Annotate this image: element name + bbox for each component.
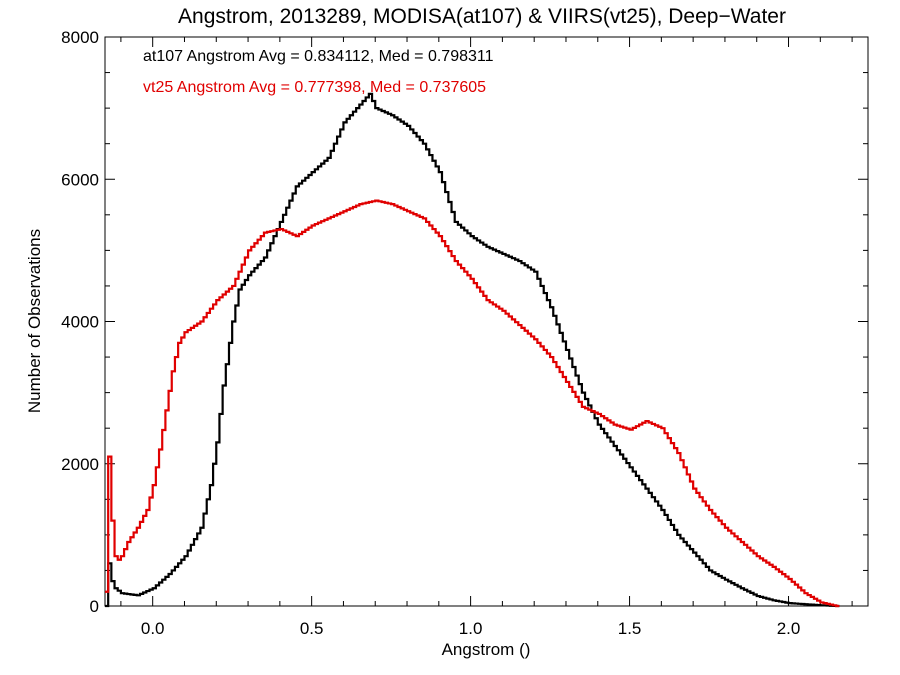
tick-labels: 0.0 0.5 1.0 1.5 2.0 0 2000 4000 6000 8000 [61, 28, 800, 638]
x-axis-label: Angstrom () [442, 640, 531, 659]
x-tick-label: 2.0 [777, 619, 801, 638]
y-tick-label: 2000 [61, 455, 99, 474]
chart-title: Angstrom, 2013289, MODISA(at107) & VIIRS… [178, 5, 786, 28]
x-tick-label: 1.5 [618, 619, 642, 638]
x-tick-label: 0.0 [141, 619, 165, 638]
y-tick-label: 0 [90, 597, 99, 616]
x-tick-label: 0.5 [300, 619, 324, 638]
y-tick-label: 4000 [61, 313, 99, 332]
plot-frame [104, 36, 869, 607]
y-axis-label: Number of Observations [25, 229, 44, 413]
x-tick-label: 1.0 [459, 619, 483, 638]
series-line-0 [105, 92, 840, 608]
series-line-1 [105, 199, 840, 608]
y-tick-label: 8000 [61, 28, 99, 47]
y-tick-label: 6000 [61, 170, 99, 189]
axis-ticks [105, 36, 868, 607]
series-lines [105, 92, 840, 608]
annotation-at107: at107 Angstrom Avg = 0.834112, Med = 0.7… [143, 48, 494, 65]
annotation-vt25: vt25 Angstrom Avg = 0.777398, Med = 0.73… [143, 79, 486, 96]
